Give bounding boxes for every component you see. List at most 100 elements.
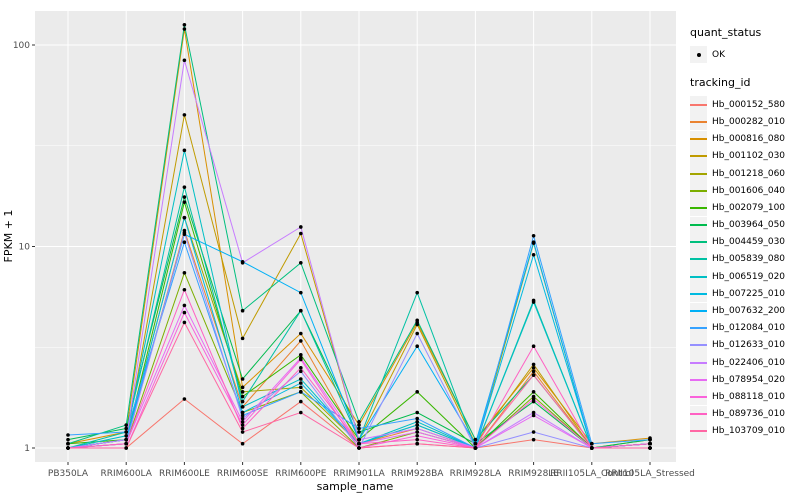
x-tick-label: PB350LA bbox=[48, 469, 89, 479]
data-point bbox=[240, 441, 245, 446]
legend-entry-label: Hb_005839_080 bbox=[712, 254, 786, 265]
legend-entry: Hb_001218_060 bbox=[690, 165, 800, 183]
legend-entry-label: Hb_000152_580 bbox=[712, 99, 786, 110]
legend-entry: Hb_012633_010 bbox=[690, 336, 800, 354]
legend-key-box bbox=[690, 182, 707, 200]
x-tick-label: RRIM600PE bbox=[275, 469, 327, 479]
legend-key-box bbox=[690, 268, 707, 286]
data-point bbox=[299, 339, 303, 343]
data-point bbox=[182, 195, 187, 199]
data-point bbox=[240, 419, 245, 424]
legend-key-line bbox=[690, 189, 707, 192]
legend-key-line bbox=[690, 430, 707, 433]
legend: quant_status OK tracking_id Hb_000152_58… bbox=[690, 26, 800, 440]
x-tick-label: RRII105LA_Stressed bbox=[605, 469, 695, 479]
data-point bbox=[299, 366, 303, 370]
data-point bbox=[415, 433, 420, 438]
data-point bbox=[415, 437, 420, 442]
data-point bbox=[182, 215, 187, 220]
legend-entries: Hb_000152_580 Hb_000282_010 Hb_000816_080 H… bbox=[690, 96, 800, 440]
x-axis-title: sample_name bbox=[317, 480, 394, 493]
legend-entry-label: Hb_007225_010 bbox=[712, 288, 786, 299]
legend-entry: Hb_000282_010 bbox=[690, 113, 800, 131]
x-tick-label: RRIM928LE bbox=[508, 469, 559, 479]
legend-entry-label: Hb_012084_010 bbox=[712, 323, 786, 334]
legend-key-line bbox=[690, 310, 707, 313]
legend-key-line bbox=[690, 206, 707, 209]
data-point bbox=[299, 308, 303, 313]
data-point bbox=[415, 416, 420, 421]
x-tick-label: RRIM901LA bbox=[333, 469, 385, 479]
y-tick-label: 10 bbox=[19, 243, 31, 253]
data-point bbox=[415, 344, 420, 349]
legend-entry-label: Hb_022406_010 bbox=[712, 357, 786, 368]
data-point bbox=[415, 419, 420, 424]
data-point bbox=[182, 58, 187, 63]
data-point bbox=[531, 437, 536, 442]
data-point bbox=[531, 362, 536, 367]
data-point bbox=[357, 446, 361, 450]
legend-key-ok: OK bbox=[690, 46, 800, 64]
data-point bbox=[124, 446, 128, 450]
legend-key-line bbox=[690, 241, 707, 244]
legend-key-box bbox=[690, 165, 707, 183]
data-point bbox=[531, 234, 536, 238]
legend-key-box bbox=[690, 422, 707, 440]
data-point bbox=[415, 322, 420, 327]
data-point bbox=[531, 366, 536, 370]
legend-key-box bbox=[690, 405, 707, 423]
data-point bbox=[415, 390, 420, 394]
legend-entry-label: Hb_006519_020 bbox=[712, 271, 786, 282]
legend-entry-label: Hb_000282_010 bbox=[712, 116, 786, 127]
data-point bbox=[531, 252, 536, 257]
data-point bbox=[124, 430, 128, 434]
data-point bbox=[240, 416, 245, 421]
data-point bbox=[182, 271, 187, 275]
legend-entry-label: Hb_012633_010 bbox=[712, 340, 786, 351]
data-point bbox=[240, 308, 245, 313]
data-point bbox=[648, 441, 652, 446]
legend-entry-label: Hb_007632_200 bbox=[712, 306, 786, 317]
data-point bbox=[531, 390, 536, 394]
legend-key-line bbox=[690, 327, 707, 330]
data-point bbox=[240, 410, 245, 415]
data-point bbox=[240, 390, 245, 394]
legend-entry-label: Hb_002079_100 bbox=[712, 202, 786, 213]
data-point bbox=[299, 331, 303, 336]
legend-entry-label: Hb_000816_080 bbox=[712, 134, 786, 145]
legend-key-line bbox=[690, 103, 707, 106]
data-point bbox=[240, 385, 245, 390]
y-tick-label: 1 bbox=[24, 444, 30, 454]
data-point bbox=[473, 441, 478, 446]
x-tick-label: RRIM600LE bbox=[159, 469, 210, 479]
legend-entry: Hb_022406_010 bbox=[690, 354, 800, 372]
data-point bbox=[590, 446, 594, 450]
data-point bbox=[240, 430, 245, 434]
data-point bbox=[182, 200, 187, 204]
data-point bbox=[240, 413, 245, 418]
legend-key-box bbox=[690, 302, 707, 320]
data-point bbox=[299, 399, 303, 404]
legend-entry: Hb_007225_010 bbox=[690, 285, 800, 303]
data-point bbox=[531, 399, 536, 404]
data-point bbox=[182, 185, 187, 189]
legend-key-box bbox=[690, 147, 707, 165]
data-point bbox=[415, 331, 420, 336]
legend-entry-label: Hb_004459_030 bbox=[712, 237, 786, 248]
legend-title-tracking-id: tracking_id bbox=[690, 76, 751, 90]
data-point bbox=[66, 433, 70, 437]
legend-key-line bbox=[690, 138, 707, 141]
legend-key-box bbox=[690, 250, 707, 268]
legend-entry: Hb_089736_010 bbox=[690, 405, 800, 423]
data-point bbox=[473, 437, 478, 442]
data-point bbox=[531, 344, 536, 349]
data-point bbox=[66, 437, 70, 442]
data-point bbox=[240, 394, 245, 399]
legend-key-box bbox=[690, 285, 707, 303]
x-tick-label: RRIM600LA bbox=[100, 469, 152, 479]
data-point bbox=[182, 320, 187, 325]
legend-key-box bbox=[690, 130, 707, 148]
data-point bbox=[182, 397, 187, 401]
